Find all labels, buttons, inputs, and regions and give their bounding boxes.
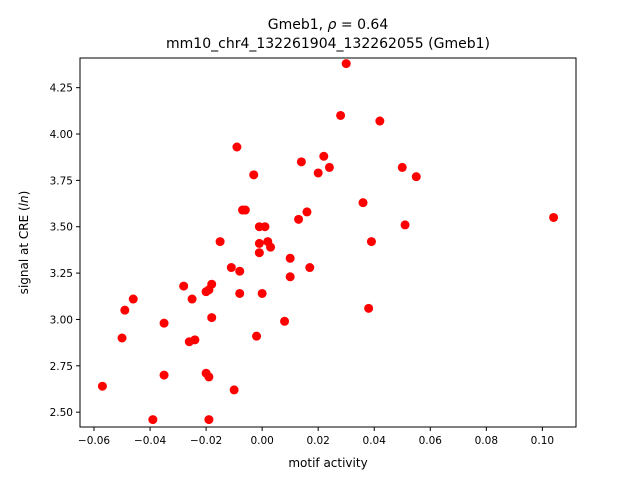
data-point xyxy=(294,214,304,224)
data-point xyxy=(249,170,259,180)
tick-layer: −0.06 −0.04 −0.02 0.00 0.02 0.04 0.06 0.08 0.10 2… xyxy=(50,83,554,447)
data-point xyxy=(252,331,262,341)
x-tick-label: 0.00 xyxy=(250,435,273,447)
data-point xyxy=(358,198,368,208)
x-tick-label: 0.08 xyxy=(475,435,498,447)
x-tick-label: 0.02 xyxy=(306,435,329,447)
data-point xyxy=(296,157,306,167)
data-point xyxy=(215,237,225,247)
y-tick-label: 2.75 xyxy=(50,361,73,373)
data-point xyxy=(319,151,329,161)
data-point xyxy=(204,415,214,425)
data-point xyxy=(397,162,407,172)
data-point xyxy=(240,205,250,215)
data-point xyxy=(159,370,169,380)
data-point xyxy=(324,162,334,172)
y-axis-label: signal at CRE (ln) xyxy=(17,191,31,295)
data-point xyxy=(341,59,351,69)
data-point xyxy=(159,318,169,328)
data-point xyxy=(364,303,374,313)
y-tick-label: 3.00 xyxy=(50,314,73,326)
data-point xyxy=(229,385,239,395)
y-tick-label: 4.00 xyxy=(50,129,73,141)
data-point xyxy=(232,142,242,152)
points-layer xyxy=(97,59,559,425)
data-point xyxy=(280,316,290,326)
chart-subtitle: mm10_chr4_132261904_132262055 (Gmeb1) xyxy=(166,36,490,52)
data-point xyxy=(285,253,295,263)
data-point xyxy=(336,110,346,120)
data-point xyxy=(411,172,421,182)
data-point xyxy=(257,288,267,298)
x-tick-label: −0.02 xyxy=(190,435,222,447)
y-tick-label: 2.50 xyxy=(50,407,73,419)
plot-frame xyxy=(79,57,577,428)
x-tick-label: 0.04 xyxy=(363,435,387,447)
data-point xyxy=(207,313,217,323)
data-point xyxy=(254,248,264,258)
y-tick-label: 3.50 xyxy=(50,222,73,234)
data-point xyxy=(285,272,295,282)
chart-title: Gmeb1, ρ = 0.64 xyxy=(268,17,389,33)
data-point xyxy=(226,263,236,273)
data-point xyxy=(375,116,385,126)
data-point xyxy=(201,287,211,297)
x-tick-label: 0.10 xyxy=(531,435,554,447)
data-point xyxy=(366,237,376,247)
data-point xyxy=(266,242,276,252)
data-point xyxy=(128,294,138,304)
data-point xyxy=(305,263,315,273)
data-point xyxy=(204,372,214,382)
data-point xyxy=(190,335,200,345)
x-tick-label: −0.04 xyxy=(134,435,166,447)
y-tick-label: 3.25 xyxy=(50,268,73,280)
data-point xyxy=(235,288,245,298)
data-point xyxy=(120,305,130,315)
y-tick-label: 3.75 xyxy=(50,175,73,187)
data-point xyxy=(187,294,197,304)
data-point xyxy=(313,168,323,178)
data-point xyxy=(254,238,264,248)
data-point xyxy=(148,415,158,425)
data-point xyxy=(549,212,559,222)
x-tick-label: −0.06 xyxy=(78,435,110,447)
data-point xyxy=(235,266,245,276)
x-tick-label: 0.06 xyxy=(419,435,443,447)
data-point xyxy=(117,333,127,343)
data-point xyxy=(260,222,270,232)
data-point xyxy=(179,281,189,291)
data-point xyxy=(302,207,312,217)
x-axis-label: motif activity xyxy=(288,456,367,470)
y-tick-label: 4.25 xyxy=(50,83,73,95)
data-point xyxy=(400,220,410,230)
data-point xyxy=(97,381,107,391)
